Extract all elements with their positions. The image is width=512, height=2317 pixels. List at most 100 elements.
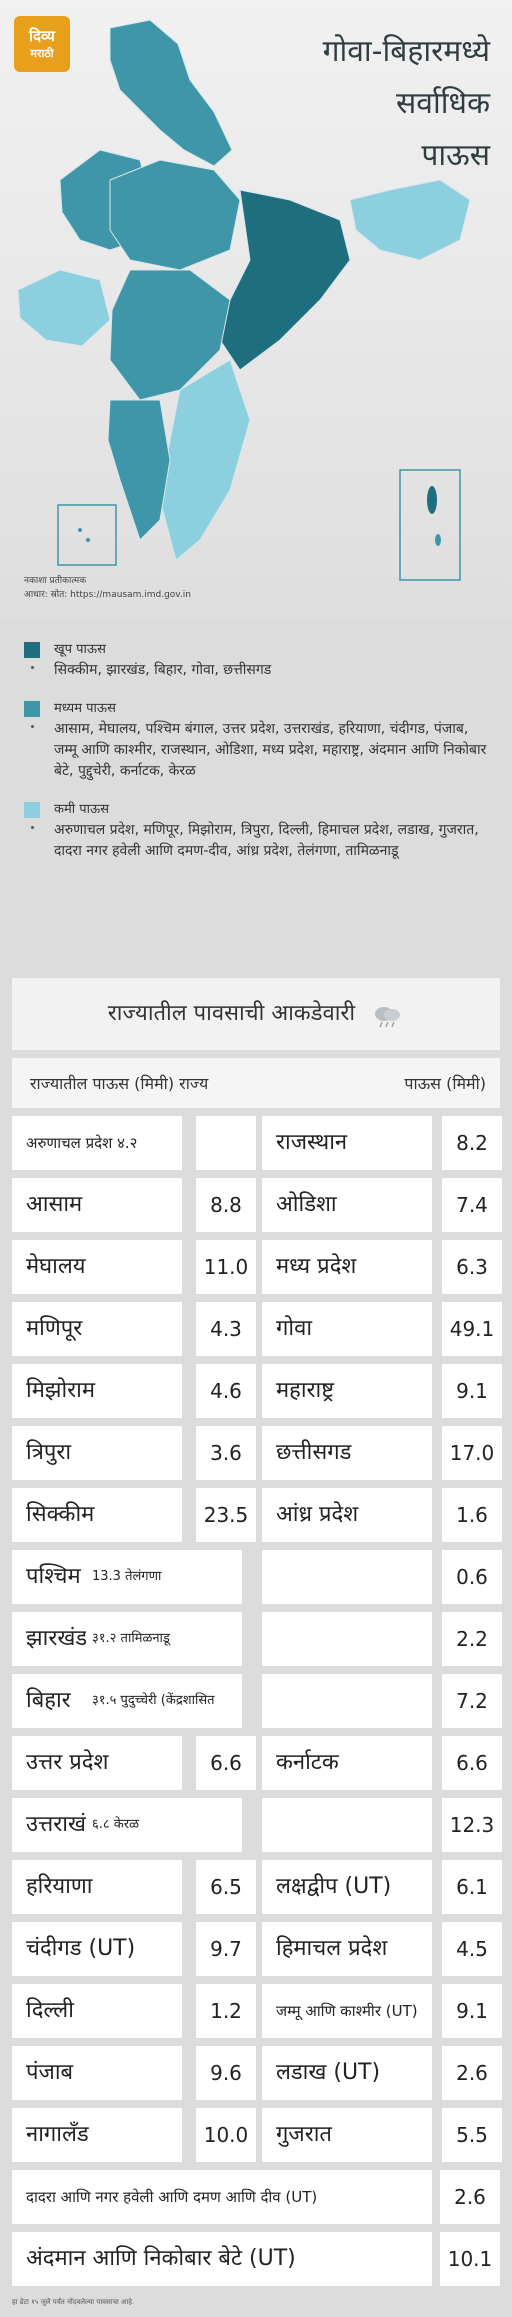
rainfall-value: 8.2 [442,1116,502,1170]
table-row: मेघालय 11.0 [12,1240,256,1294]
state-name [262,1612,432,1666]
state-name: मिझोराम [12,1364,182,1418]
column-header-right: पाऊस (मिमी) [404,1074,486,1093]
state-name: अंदमान आणि निकोबार बेटे (UT) [12,2232,432,2286]
rainfall-value: 6.1 [442,1860,502,1914]
map-note-line2: आधार: स्रोत: https://mausam.imd.gov.in [24,590,191,600]
rainfall-value: 17.0 [442,1426,502,1480]
state-name: राजस्थान [262,1116,432,1170]
rainfall-value: 7.4 [442,1178,502,1232]
rainfall-value: 10.0 [196,2108,256,2162]
state-name: दादरा आणि नगर हवेली आणि दमण आणि दीव (UT) [12,2170,432,2224]
table-row: ओडिशा 7.4 [262,1178,502,1232]
state-name: पंजाब [12,2046,182,2100]
rainfall-value: ३१.५ पुदुच्चेरी (केंद्रशासित प्रदेश) [86,1674,242,1762]
legend-swatch-light [24,802,40,818]
table-title: राज्यातील पावसाची आकडेवारी [107,1001,356,1026]
legend-title-medium: मध्यम पाऊस [54,701,116,716]
table-row: गोवा 49.1 [262,1302,502,1356]
logo-line2: मराठी [30,47,54,60]
table-row: छत्तीसगड 17.0 [262,1426,502,1480]
legend-items-light: अरुणाचल प्रदेश, मणिपूर, मिझोराम, त्रिपुर… [54,822,479,859]
andaman-inset [399,469,461,581]
table-row-wide: अंदमान आणि निकोबार बेटे (UT) 10.1 [12,2232,500,2286]
table-row: मणिपूर 4.3 [12,1302,256,1356]
rainfall-value: 11.0 [196,1240,256,1294]
table-row: आसाम 8.8 [12,1178,256,1232]
legend-items-heavy: सिक्कीम, झारखंड, बिहार, गोवा, छत्तीसगड [54,662,272,678]
rainfall-value: 6.3 [442,1240,502,1294]
legend-title-light: कमी पाऊस [54,802,110,817]
rainfall-value: 49.1 [442,1302,502,1356]
table-row: अरुणाचल प्रदेश ४.२ [12,1116,256,1170]
rainfall-value: 7.2 [442,1674,502,1728]
state-name: गोवा [262,1302,432,1356]
rainfall-value: 13.3 तेलंगणा [86,1550,242,1604]
state-name: कर्नाटक [262,1736,432,1790]
table-row: पश्चिम बंगाल 13.3 तेलंगणा [12,1550,256,1604]
legend-medium: मध्यम पाऊस आसाम, मेघालय, पश्चिम बंगाल, उ… [24,699,494,782]
table-row: पंजाब 9.6 [12,2046,256,2100]
rainfall-value: ३१.२ तामिळनाडू [86,1612,242,1666]
map-note-line1: नकाशा प्रतीकात्मक [24,576,87,586]
divya-marathi-logo: दिव्य मराठी [14,16,70,72]
logo-line1: दिव्य [29,27,55,45]
region-gujarat [17,269,111,347]
table-row: मध्य प्रदेश 6.3 [262,1240,502,1294]
state-name [262,1550,432,1604]
rainfall-legend: खूप पाऊस सिक्कीम, झारखंड, बिहार, गोवा, छ… [24,640,494,880]
legend-heavy: खूप पाऊस सिक्कीम, झारखंड, बिहार, गोवा, छ… [24,640,494,681]
state-name [262,1798,432,1852]
table-row: चंदीगड (UT) 9.7 [12,1922,256,1976]
table-row: आंध्र प्रदेश 1.6 [262,1488,502,1542]
rainfall-value: 10.1 [440,2232,500,2286]
table-row: लडाख (UT) 2.6 [262,2046,502,2100]
rainfall-value: 8.8 [196,1178,256,1232]
bullet-icon [31,666,34,669]
table-row: दिल्ली 1.2 [12,1984,256,2038]
hero-map-section: दिव्य मराठी गोवा-बिहारमध्ये सर्वाधिक पाऊ… [0,0,512,620]
table-column-headers: राज्यातील पाऊस (मिमी) राज्य पाऊस (मिमी) [12,1058,500,1108]
state-name: दिल्ली [12,1984,182,2038]
rainfall-value: 3.6 [196,1426,256,1480]
table-row: उत्तराखंड ६.८ केरळ [12,1798,256,1852]
table-row: बिहार३१.५ पुदुच्चेरी (केंद्रशासित प्रदेश… [12,1674,256,1762]
map-regions [17,19,471,561]
rain-cloud-icon [375,1006,401,1027]
table-row: नागालँड 10.0 [12,2108,256,2162]
column-header-left: राज्यातील पाऊस (मिमी) राज्य [30,1074,209,1093]
rainfall-value: 9.7 [196,1922,256,1976]
legend-items-medium: आसाम, मेघालय, पश्चिम बंगाल, उत्तर प्रदेश… [54,721,487,779]
state-name: छत्तीसगड [262,1426,432,1480]
state-name: लडाख (UT) [262,2046,432,2100]
state-name [262,1674,432,1728]
rainfall-value: 9.6 [196,2046,256,2100]
rainfall-value: 12.3 [442,1798,502,1852]
legend-swatch-heavy [24,642,40,658]
state-name: सिक्कीम [12,1488,182,1542]
legend-title-heavy: खूप पाऊस [54,642,106,657]
state-name: हरियाणा [12,1860,182,1914]
headline-line2: सर्वाधिक [396,86,490,121]
rainfall-value: 4.3 [196,1302,256,1356]
region-central [109,159,241,271]
region-east-heavy [219,189,351,371]
legend-swatch-medium [24,701,40,717]
table-row: कर्नाटक 6.6 [262,1736,502,1790]
table-row: उत्तर प्रदेश 6.6 [12,1736,256,1790]
india-rainfall-map [17,19,471,581]
table-row: राजस्थान 8.2 [262,1116,502,1170]
rainfall-value: 9.1 [442,1364,502,1418]
state-name: हिमाचल प्रदेश [262,1922,432,1976]
headline-line3: पाऊस [421,138,490,173]
state-name: आंध्र प्रदेश [262,1488,432,1542]
state-name: आसाम [12,1178,182,1232]
table-row: झारखंड ३१.२ तामिळनाडू [12,1612,256,1666]
rainfall-value: 4.5 [442,1922,502,1976]
rainfall-value: 1.2 [196,1984,256,2038]
region-northeast [349,179,471,261]
table-title-box: राज्यातील पावसाची आकडेवारी [12,978,500,1050]
rainfall-value: 4.6 [196,1364,256,1418]
footer-note: हा डेटा १५ जुलै पर्यंत नोंदवलेल्या पावसा… [12,2298,135,2306]
rainfall-value: 2.6 [440,2170,500,2224]
